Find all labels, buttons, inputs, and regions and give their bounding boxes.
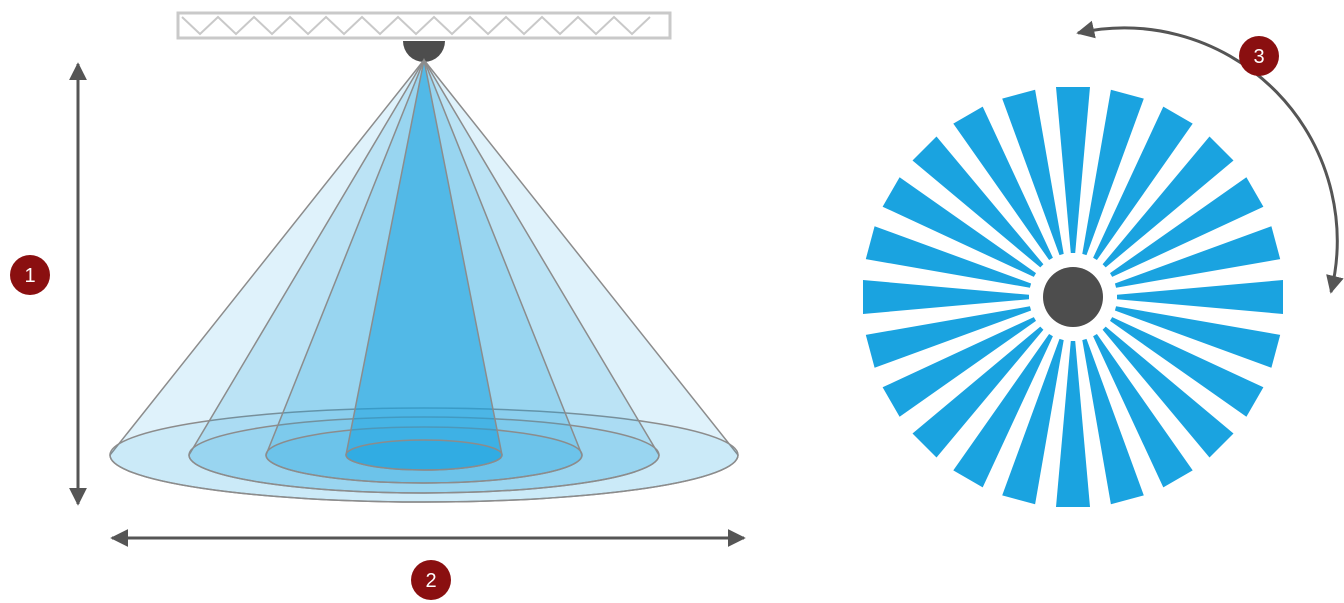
beam-spoke <box>1117 280 1283 314</box>
hub-icon <box>1043 267 1103 327</box>
beam-spoke <box>1110 177 1264 277</box>
beam-spoke <box>1056 87 1090 253</box>
truss-icon <box>176 11 672 40</box>
beam-spoke <box>953 334 1053 488</box>
beam-spoke <box>1056 341 1090 507</box>
beam-spoke <box>953 106 1053 260</box>
beam-spoke <box>865 226 1032 288</box>
badge-rotation: 3 <box>1239 36 1279 76</box>
spray-nozzle-icon <box>403 41 445 62</box>
beam-spoke <box>1114 306 1281 368</box>
badge-height: 1 <box>10 255 50 295</box>
beam-spoke <box>1102 136 1234 268</box>
beam-spoke <box>1114 226 1281 288</box>
beam-spoke <box>865 306 1032 368</box>
beam-spoke <box>1093 106 1193 260</box>
truss-webbing <box>181 15 651 36</box>
beam-spoke <box>1002 89 1064 256</box>
beam-spoke <box>1110 317 1264 417</box>
rotation-arrow <box>1076 20 1344 294</box>
beam-spoke <box>1102 326 1234 458</box>
beam-spoke <box>912 326 1044 458</box>
badge-diameter-label: 2 <box>425 570 436 592</box>
badge-diameter: 2 <box>411 560 451 600</box>
beam-spoke <box>863 280 1029 314</box>
beam-spoke <box>1093 334 1193 488</box>
beam-spoke <box>882 177 1036 277</box>
beam-spoke <box>882 317 1036 417</box>
badge-height-label: 1 <box>24 265 35 287</box>
beam-spoke <box>1082 338 1144 505</box>
badge-rotation-label: 3 <box>1253 46 1264 68</box>
beam-spoke <box>912 136 1044 268</box>
spray-cone-inner <box>345 59 503 471</box>
beam-spoke <box>1002 338 1064 505</box>
beam-spoke <box>1082 89 1144 256</box>
rotating-beam-pattern-icon <box>863 87 1283 507</box>
